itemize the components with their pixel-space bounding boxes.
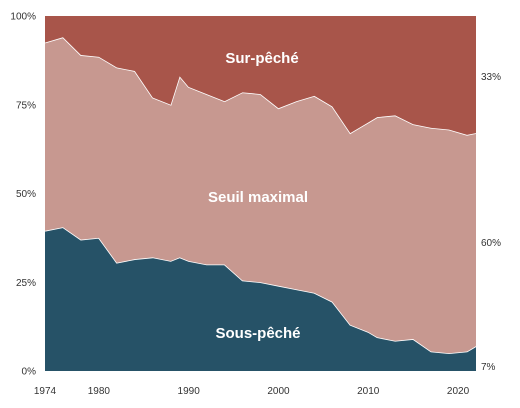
area-label: Seuil maximal xyxy=(208,189,308,206)
x-tick-label: 1980 xyxy=(88,386,111,397)
area-series-0 xyxy=(45,227,476,371)
x-tick-label: 1990 xyxy=(178,386,201,397)
end-value-label: 33% xyxy=(481,72,501,83)
area-label: Sur-pêché xyxy=(225,50,298,67)
x-tick-label: 2000 xyxy=(267,386,290,397)
y-tick-label: 100% xyxy=(10,12,36,23)
area-series-2 xyxy=(45,16,476,135)
area-label: Sous-pêché xyxy=(215,325,300,342)
end-value-label: 60% xyxy=(481,238,501,249)
x-tick-label: 2010 xyxy=(357,386,380,397)
y-tick-label: 75% xyxy=(16,100,36,111)
end-value-label: 7% xyxy=(481,362,496,373)
x-tick-label: 1974 xyxy=(34,386,57,397)
y-tick-label: 25% xyxy=(16,278,36,289)
y-tick-label: 50% xyxy=(16,189,36,200)
x-tick-label: 2020 xyxy=(447,386,470,397)
y-tick-label: 0% xyxy=(22,367,37,378)
area-series-1 xyxy=(45,37,476,354)
